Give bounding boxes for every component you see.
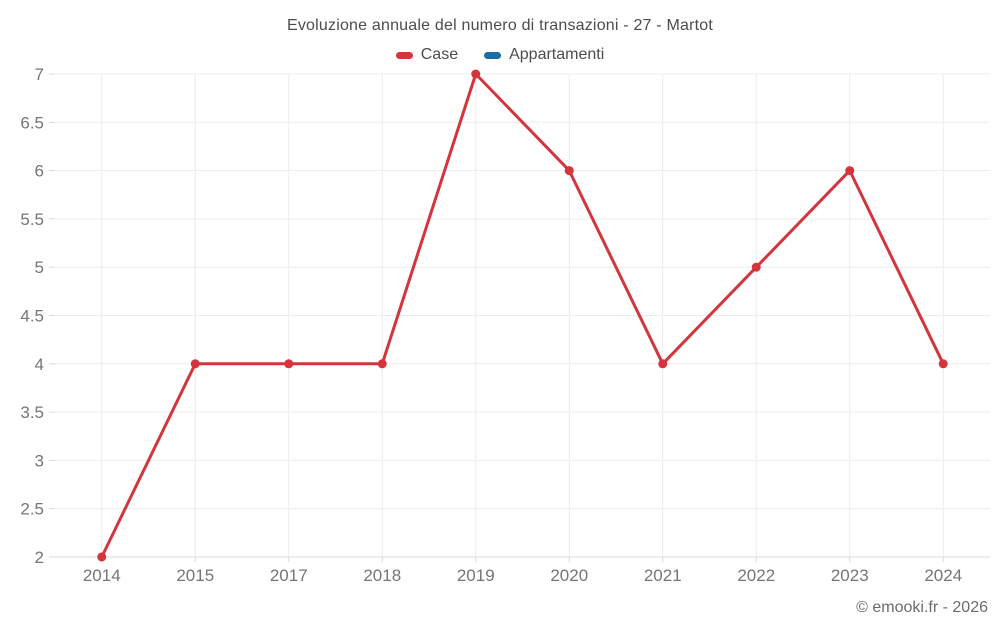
copyright-credit: © emooki.fr - 2026	[856, 599, 988, 616]
x-axis-label: 2020	[550, 566, 588, 585]
y-axis-label: 6	[35, 162, 44, 181]
data-point-case-2023[interactable]	[845, 166, 855, 176]
y-axis-label: 6.5	[20, 113, 44, 132]
legend-item-case[interactable]: Case	[395, 46, 459, 64]
data-point-case-2024[interactable]	[938, 359, 948, 369]
y-axis-label: 3	[35, 451, 44, 470]
x-axis-label: 2019	[457, 566, 495, 585]
y-axis-label: 2.5	[20, 500, 44, 519]
legend-swatch-case	[395, 51, 413, 59]
legend-label-appartamenti: Appartamenti	[509, 46, 605, 63]
data-point-case-2019[interactable]	[471, 69, 481, 79]
y-axis-label: 4.5	[20, 307, 44, 326]
data-point-case-2018[interactable]	[377, 359, 387, 369]
legend-item-appartamenti[interactable]: Appartamenti	[484, 46, 604, 64]
x-axis-label: 2022	[737, 566, 775, 585]
series-line-case	[100, 72, 945, 559]
y-axis-label: 3.5	[20, 403, 44, 422]
legend-swatch-appartamenti	[484, 51, 502, 59]
x-axis-label: 2017	[270, 566, 308, 585]
x-axis-label: 2015	[176, 566, 214, 585]
data-point-case-2020[interactable]	[564, 166, 574, 176]
data-point-case-2017[interactable]	[284, 359, 294, 369]
y-axis-label: 5.5	[20, 210, 44, 229]
chart-title: Evoluzione annuale del numero di transaz…	[286, 17, 714, 34]
y-axis-label: 2	[35, 548, 44, 567]
x-axis-label: 2024	[924, 566, 962, 585]
x-axis-label: 2021	[644, 566, 682, 585]
y-axis-label: 4	[35, 355, 44, 374]
x-axis-label: 2023	[831, 566, 869, 585]
x-axis-label: 2014	[83, 566, 121, 585]
x-axis-label: 2018	[363, 566, 401, 585]
data-point-case-2015[interactable]	[190, 359, 200, 369]
data-point-case-2021[interactable]	[658, 359, 668, 369]
y-axis-label: 7	[35, 65, 44, 84]
data-point-case-2022[interactable]	[751, 262, 761, 272]
legend-label-case: Case	[420, 46, 459, 63]
data-point-case-2014[interactable]	[97, 552, 107, 562]
legend: Case Appartamenti	[0, 46, 1000, 64]
y-axis-label: 5	[35, 258, 44, 277]
